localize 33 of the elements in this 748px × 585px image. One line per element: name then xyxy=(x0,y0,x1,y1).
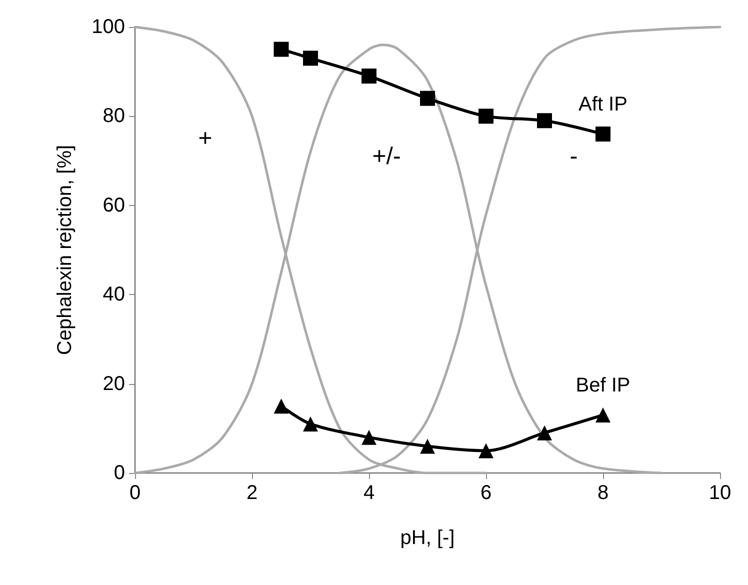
x-tick-label: 8 xyxy=(597,482,609,504)
point xyxy=(274,42,289,57)
y-tick-label: 80 xyxy=(102,105,125,128)
x-tick-label: 6 xyxy=(480,482,492,504)
y-axis-title: Cephalexin rejction, [%] xyxy=(54,144,76,356)
annotation: - xyxy=(570,142,578,170)
point xyxy=(303,416,318,432)
series-label: Aft IP xyxy=(578,94,628,116)
point xyxy=(478,108,494,124)
x-tick-label: 0 xyxy=(129,482,141,504)
x-tick-label: 10 xyxy=(708,482,732,504)
y-tick-label: 60 xyxy=(102,194,125,216)
x-tick-label: 2 xyxy=(246,482,258,504)
point xyxy=(537,425,552,440)
annotation: + xyxy=(198,125,212,152)
point xyxy=(362,430,376,445)
point xyxy=(303,50,318,66)
point xyxy=(478,443,494,458)
point xyxy=(596,408,610,423)
annotation: +/- xyxy=(372,142,401,170)
y-tick-label: 0 xyxy=(114,462,125,484)
point xyxy=(596,126,610,142)
point xyxy=(420,90,435,106)
x-tick-label: 4 xyxy=(363,482,375,504)
point xyxy=(274,398,289,414)
x-axis-title: pH, [-] xyxy=(400,527,455,549)
point xyxy=(537,113,552,128)
y-tick-label: 20 xyxy=(102,372,125,395)
y-tick-label: 40 xyxy=(102,284,125,306)
series-label: Bef IP xyxy=(576,374,630,397)
y-tick-label: 100 xyxy=(92,16,125,38)
point xyxy=(420,438,435,454)
point xyxy=(362,68,376,84)
